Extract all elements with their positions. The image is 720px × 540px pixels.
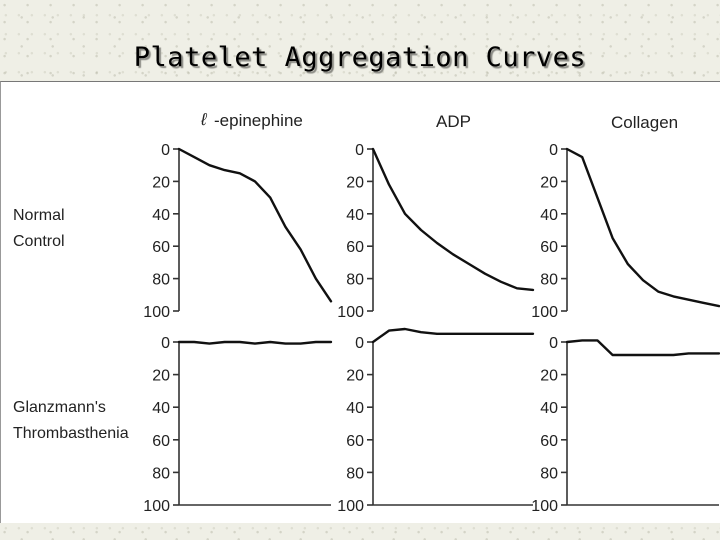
y-tick-label: 60 [346,239,364,256]
aggregation-curve [565,339,720,357]
y-tick-label: 100 [337,304,364,321]
y-tick-label: 60 [540,433,558,450]
y-tick-label: 20 [346,368,364,385]
y-tick-label: 60 [152,433,170,450]
panel-1-0: 0 20 40 60 80 100 [143,335,333,515]
panels-layer: 0 20 40 60 80 100 0 20 40 60 80 100 0 20 40 60 80 100 0 20 4… [143,142,720,515]
y-tick-label: 40 [152,207,170,224]
y-tick-label: 80 [540,272,558,289]
y-tick-label: 0 [161,335,170,352]
aggregation-chart: ℓ -epinephine ADP Collagen Normal Contro… [13,110,720,515]
y-tick-label: 60 [152,239,170,256]
y-tick-label: 60 [346,433,364,450]
y-tick-label: 20 [152,174,170,191]
y-tick-label: 40 [540,400,558,417]
y-tick-label: 40 [540,207,558,224]
y-tick-label: 0 [355,142,364,159]
row-label-glanzmann: Glanzmann's Thrombasthenia [13,399,129,442]
y-tick-label: 80 [540,465,558,482]
y-tick-label: 80 [152,465,170,482]
y-tick-label: 0 [355,335,364,352]
panel-1-1: 0 20 40 60 80 100 [337,327,535,515]
y-tick-label: 0 [549,335,558,352]
row-label-line: Control [13,233,65,250]
row-label-line: Thrombasthenia [13,425,129,442]
y-tick-label: 40 [346,207,364,224]
y-tick-label: 100 [531,304,558,321]
column-title-collagen: Collagen [611,113,678,132]
y-tick-label: 100 [143,498,170,515]
aggregation-curve [177,147,333,303]
panel-0-1: 0 20 40 60 80 100 [337,142,535,321]
panel-1-2: 0 20 40 60 80 100 [531,335,720,515]
l-prefix-glyph: ℓ [200,110,207,129]
row-label-line: Normal [13,207,65,224]
panel-0-0: 0 20 40 60 80 100 [143,142,333,321]
panel-0-2: 0 20 40 60 80 100 [531,142,720,321]
y-tick-label: 80 [152,272,170,289]
aggregation-curve [177,340,333,345]
y-tick-label: 40 [152,400,170,417]
aggregation-curve [371,327,535,344]
column-title-text: -epinephine [214,111,303,130]
aggregation-curve [565,147,720,308]
y-tick-label: 40 [346,400,364,417]
y-tick-label: 0 [161,142,170,159]
y-tick-label: 80 [346,272,364,289]
column-title-adp: ADP [436,112,471,131]
aggregation-curve [371,147,535,292]
y-tick-label: 100 [531,498,558,515]
y-tick-label: 0 [549,142,558,159]
y-tick-label: 20 [540,368,558,385]
row-label-normal-control: Normal Control [13,207,65,250]
column-title-epinephine: ℓ -epinephine [200,110,303,130]
y-tick-label: 80 [346,465,364,482]
y-tick-label: 60 [540,239,558,256]
y-tick-label: 20 [540,174,558,191]
slide-title: Platelet Aggregation Curves [133,42,587,73]
y-tick-label: 100 [337,498,364,515]
y-tick-label: 20 [346,174,364,191]
y-tick-label: 20 [152,368,170,385]
y-tick-label: 100 [143,304,170,321]
row-label-line: Glanzmann's [13,399,106,416]
aggregation-figure: ℓ -epinephine ADP Collagen Normal Contro… [0,81,720,523]
